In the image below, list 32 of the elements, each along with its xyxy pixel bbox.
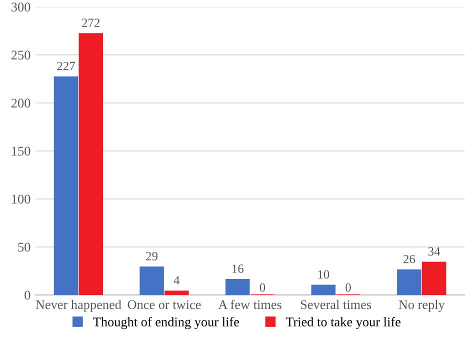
y-tick-label: 0	[24, 290, 30, 300]
bar	[78, 33, 104, 295]
data-label: 272	[82, 18, 100, 27]
bar	[311, 284, 336, 295]
y-tick-label: 150	[12, 146, 30, 156]
x-tick-label: No reply	[398, 300, 445, 312]
bar	[54, 76, 78, 295]
x-tick-label: Once or twice	[128, 300, 201, 310]
x-tick-label: Never happened	[36, 300, 122, 312]
data-label: 227	[57, 62, 76, 70]
bar	[164, 290, 189, 295]
x-tick-label: A few times	[218, 300, 282, 310]
x-tick-label: Several times	[300, 300, 372, 310]
bar	[397, 269, 422, 295]
y-tick-label: 200	[11, 98, 30, 108]
data-label: 16	[232, 264, 244, 273]
data-label: 4	[174, 276, 180, 284]
data-label: 10	[318, 270, 330, 279]
y-tick-label: 300	[12, 2, 30, 12]
data-label: 26	[403, 254, 416, 264]
bar	[140, 266, 164, 295]
y-tick-label: 100	[12, 194, 30, 204]
bar	[225, 279, 250, 295]
legend-label: Thought of ending your life	[93, 316, 239, 330]
y-tick-label: 250	[11, 50, 30, 60]
legend-label: Tried to take your life	[286, 316, 400, 330]
data-label: 34	[428, 247, 440, 256]
data-label: 0	[260, 283, 266, 292]
data-label: 29	[146, 252, 158, 260]
bar	[422, 262, 446, 295]
y-tick-label: 50	[18, 242, 30, 252]
data-label: 0	[346, 283, 351, 292]
